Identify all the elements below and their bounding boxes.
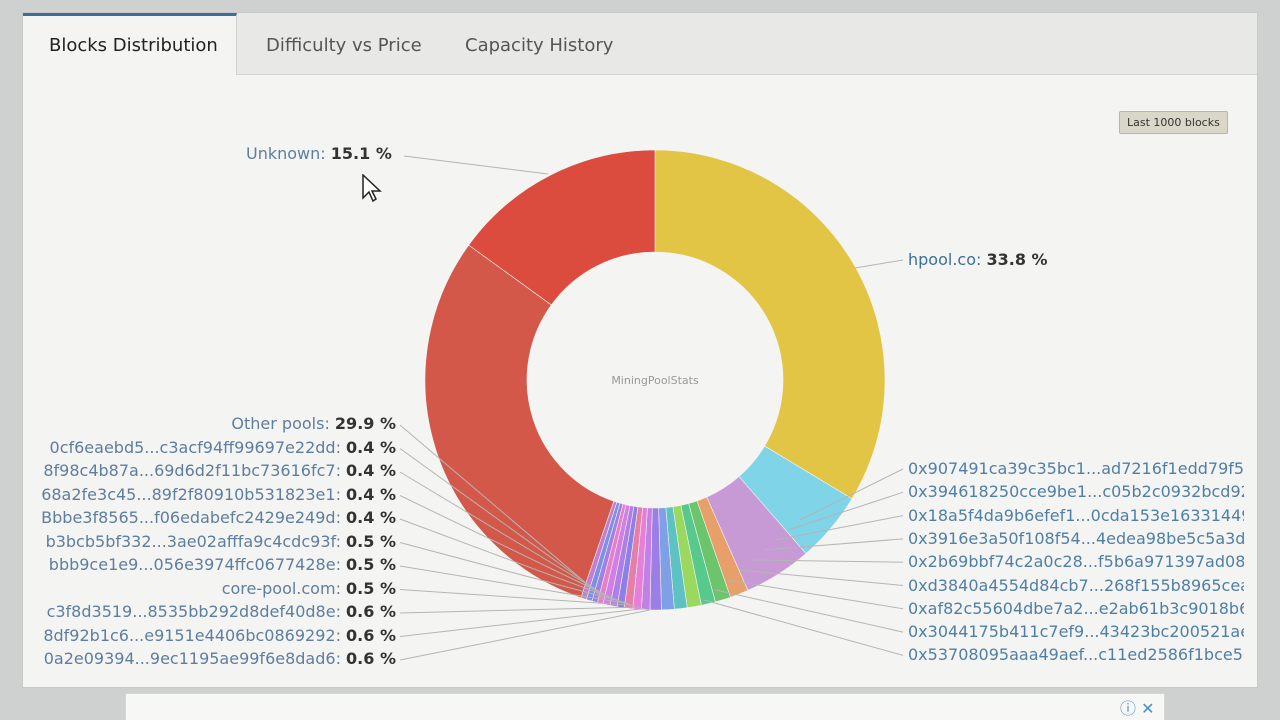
leader-right-5 <box>739 569 904 586</box>
ad-bar <box>125 693 1165 720</box>
label-name: bbb9ce1e9...056e3974ffc0677428e <box>48 555 336 574</box>
label-left-8[interactable]: c3f8d3519...8535bb292d8def40d8e: 0.6 % <box>46 602 396 621</box>
leader-right-1 <box>787 491 904 531</box>
label-name: Bbbe3f8565...f06edabefc2429e249d <box>41 508 336 527</box>
label-left-1[interactable]: 0cf6eaebd5...c3acf94ff99697e22dd: 0.4 % <box>49 437 396 457</box>
leader-right-4 <box>751 559 904 563</box>
label-left-9[interactable]: 8df92b1c6...e9151e4406bc0869292: 0.6 % <box>43 625 396 645</box>
label-left-5[interactable]: b3bcb5bf332...3ae02afffa9c4cdc93f: 0.5 % <box>45 531 396 551</box>
label-name: 0cf6eaebd5...c3acf94ff99697e22dd <box>49 437 336 457</box>
leader-right-6 <box>727 579 904 610</box>
label-right-6[interactable]: 0xaf82c55604dbe7a2...e2ab61b3c9018b64 <box>908 598 1244 618</box>
label-name: core-pool.com <box>221 578 336 598</box>
label-name: hpool.co <box>908 250 976 269</box>
label-name: Unknown <box>246 144 321 163</box>
label-left-0[interactable]: Other pools: 29.9 % <box>231 414 396 433</box>
label-name: 68a2fe3c45...89f2f80910b531823e1 <box>41 484 336 504</box>
label-pct: 0.5 % <box>346 531 396 551</box>
label-right-5[interactable]: 0xd3840a4554d84cb7...268f155b8965cea1 <box>908 575 1244 595</box>
label-right-7[interactable]: 0x3044175b411c7ef9...43423bc200521ae6 <box>908 622 1244 642</box>
leader-left-8 <box>399 606 641 614</box>
leader-left-2 <box>399 471 611 599</box>
label-pct: 0.4 % <box>346 508 396 527</box>
tab-capacity-history[interactable]: Capacity History <box>465 35 614 56</box>
label-pct: 15.1 % <box>330 144 392 163</box>
leader-hpool <box>854 259 904 269</box>
label-left-3[interactable]: 68a2fe3c45...89f2f80910b531823e1: 0.4 % <box>41 484 396 504</box>
label-unknown[interactable]: Unknown: 15.1 % <box>246 144 392 163</box>
close-icon[interactable]: ✕ <box>1141 699 1155 718</box>
center-label: MiningPoolStats <box>611 374 699 387</box>
leader-left-3 <box>399 495 616 600</box>
label-name: 8f98c4b87a...69d6d2f11bc73616fc7 <box>43 461 336 480</box>
label-left-4[interactable]: Bbbe3f8565...f06edabefc2429e249d: 0.4 % <box>41 508 396 527</box>
tab-blocks-distribution[interactable]: Blocks Distribution <box>23 13 237 75</box>
leader-left-5 <box>399 542 626 603</box>
label-pct: 0.6 % <box>346 649 396 668</box>
leader-right-8 <box>703 599 904 656</box>
leader-right-0 <box>799 468 904 521</box>
label-pct: 33.8 % <box>986 250 1048 269</box>
label-pct: 0.5 % <box>346 578 396 598</box>
ad-controls: ⓘ ✕ <box>1120 695 1155 719</box>
leader-left-9 <box>399 608 646 637</box>
slice-20[interactable] <box>424 244 615 599</box>
label-pct: 0.6 % <box>346 625 396 645</box>
label-left-7[interactable]: core-pool.com: 0.5 % <box>221 578 396 598</box>
label-right-2[interactable]: 0x18a5f4da9b6efef1...0cda153e163314492 <box>908 505 1244 525</box>
leader-left-0 <box>399 424 601 596</box>
label-name: Other pools <box>231 414 325 433</box>
label-right-3[interactable]: 0x3916e3a50f108f54...4edea98be5c5a3d9 <box>908 528 1244 548</box>
info-icon[interactable]: ⓘ <box>1120 699 1137 718</box>
label-name: b3bcb5bf332...3ae02afffa9c4cdc93f <box>45 531 336 551</box>
label-left-2[interactable]: 8f98c4b87a...69d6d2f11bc73616fc7: 0.4 % <box>43 461 396 480</box>
mouse-cursor-icon <box>362 174 382 203</box>
leader-left-6 <box>399 565 631 605</box>
label-right-8[interactable]: 0x53708095aaa49aef...c11ed2586f1bce512 <box>908 645 1244 665</box>
last-blocks-badge[interactable]: Last 1000 blocks <box>1119 111 1228 134</box>
leader-left-10 <box>399 609 651 661</box>
slice-21[interactable] <box>468 149 656 306</box>
tab-bar: Blocks Distribution Difficulty vs Price … <box>23 13 1257 75</box>
label-hpool[interactable]: hpool.co: 33.8 % <box>908 250 1048 269</box>
label-name: c3f8d3519...8535bb292d8def40d8e <box>46 602 336 621</box>
label-pct: 0.4 % <box>346 484 396 504</box>
label-pct: 0.4 % <box>346 437 396 457</box>
leader-left-4 <box>399 518 621 602</box>
label-left-6[interactable]: bbb9ce1e9...056e3974ffc0677428e: 0.5 % <box>48 555 396 574</box>
label-pct: 29.9 % <box>334 414 396 433</box>
leader-right-3 <box>763 538 904 551</box>
label-right-4[interactable]: 0x2b69bbf74c2a0c28...f5b6a971397ad081 <box>908 552 1244 572</box>
leader-right-2 <box>775 515 904 541</box>
label-name: 8df92b1c6...e9151e4406bc0869292 <box>43 625 336 645</box>
leader-unknown <box>403 155 549 175</box>
label-name: 0a2e09394...9ec1195ae99f6e8dad6 <box>43 649 336 668</box>
label-pct: 0.6 % <box>346 602 396 621</box>
leader-right-7 <box>715 589 904 633</box>
label-right-0[interactable]: 0x907491ca39c35bc1...ad7216f1edd79f52 <box>908 459 1244 478</box>
label-pct: 0.5 % <box>346 555 396 574</box>
label-right-1[interactable]: 0x394618250cce9be1...c05b2c0932bcd921 <box>908 482 1244 502</box>
slice-0[interactable] <box>654 149 886 500</box>
leader-left-1 <box>399 448 606 597</box>
label-pct: 0.4 % <box>346 461 396 480</box>
label-left-10[interactable]: 0a2e09394...9ec1195ae99f6e8dad6: 0.6 % <box>43 649 396 668</box>
leader-left-7 <box>399 589 636 606</box>
tab-difficulty-vs-price[interactable]: Difficulty vs Price <box>266 35 422 56</box>
